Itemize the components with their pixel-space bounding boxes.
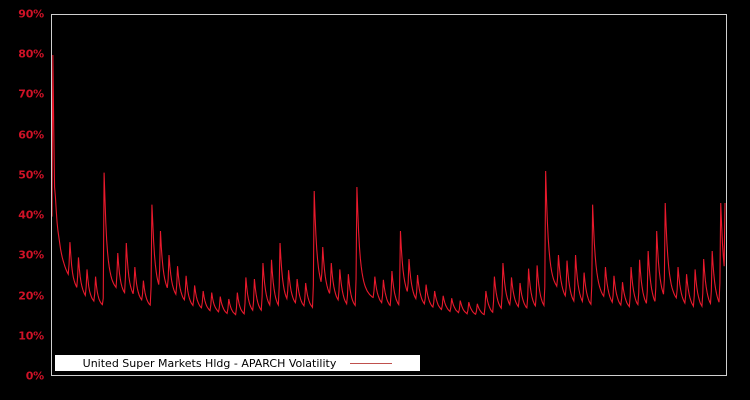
y-tick-label-70pct: 70% [18, 87, 44, 101]
plot-area [51, 14, 727, 376]
y-tick-label-0pct: 0% [25, 369, 44, 383]
legend-line-sample-icon [350, 362, 393, 364]
y-tick-label-80pct: 80% [18, 47, 44, 61]
volatility-series-line [52, 15, 726, 375]
y-tick-label-30pct: 30% [18, 248, 44, 262]
y-tick-label-20pct: 20% [18, 289, 44, 303]
legend-label: United Super Markets Hldg - APARCH Volat… [82, 356, 337, 370]
y-tick-label-10pct: 10% [18, 329, 44, 343]
y-tick-label-60pct: 60% [18, 128, 44, 142]
y-tick-label-90pct: 90% [18, 7, 44, 21]
y-axis: 90% 80% 70% 60% 50% 40% 30% 20% 10% 0% [0, 0, 51, 400]
y-tick-label-40pct: 40% [18, 208, 44, 222]
chart-legend: United Super Markets Hldg - APARCH Volat… [55, 355, 420, 371]
y-tick-label-50pct: 50% [18, 168, 44, 182]
